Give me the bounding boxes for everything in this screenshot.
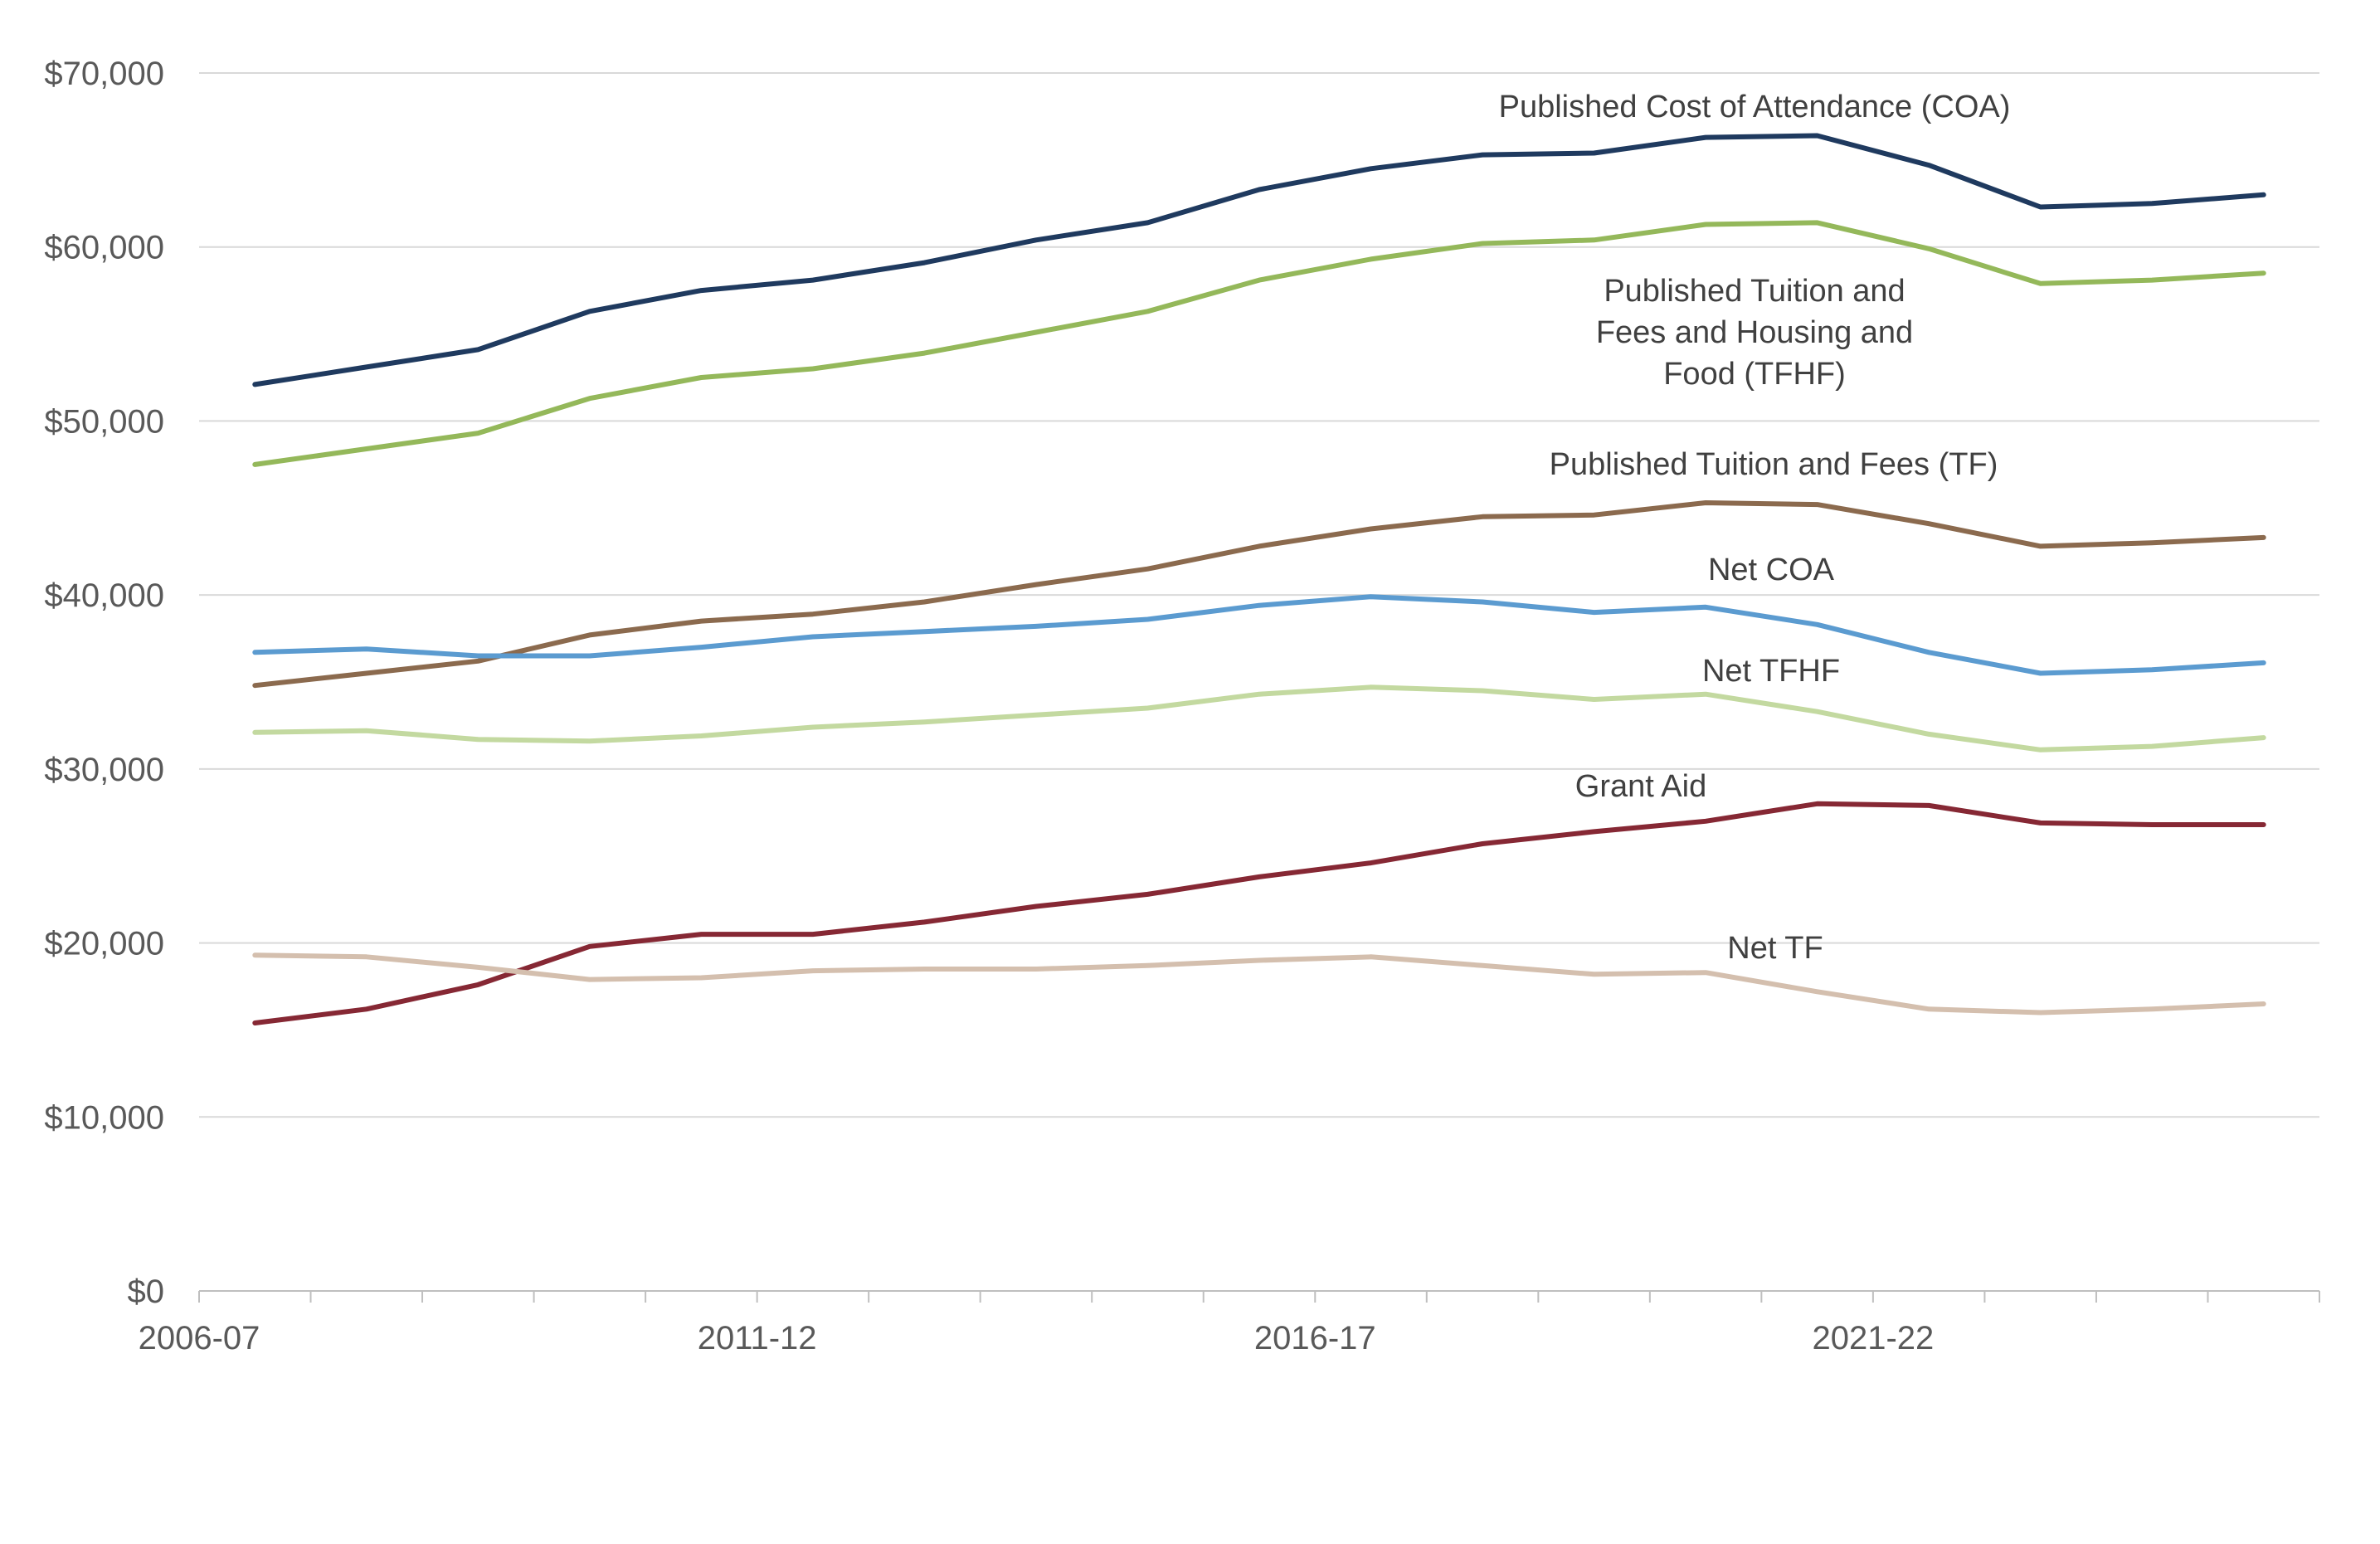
series-label-line: Net COA <box>1708 553 1835 587</box>
series-line-net-tf <box>252 952 2266 1016</box>
series-label-line: Net TF <box>1727 931 1823 966</box>
series-line-published-tuition-and-fees-tf <box>252 500 2266 689</box>
series-label-line: Published Cost of Attendance (COA) <box>1499 90 2011 124</box>
x-tick-label: 2021-22 <box>1812 1320 1934 1356</box>
series-label-line: Grant Aid <box>1575 769 1706 804</box>
y-tick-label: $60,000 <box>44 230 164 266</box>
y-tick-label: $40,000 <box>44 577 164 614</box>
series-line-grant-aid <box>252 801 2266 1025</box>
series-label-line: Net TFHF <box>1702 654 1840 689</box>
x-tick-label: 2011-12 <box>698 1320 817 1356</box>
series-label-net-tf: Net TF <box>1727 931 1823 966</box>
series-label-published-tuition-and-fees-tf: Published Tuition and Fees (TF) <box>1550 447 1998 482</box>
series-line-published-tuition-and-fees-and-housing-and-food-tfhf <box>252 220 2266 467</box>
gridlines <box>199 72 2319 1118</box>
series-lines <box>252 133 2266 1025</box>
y-tick-label: $30,000 <box>44 752 164 788</box>
series-label-net-tfhf: Net TFHF <box>1702 654 1840 689</box>
series-label-line: Fees and Housing and <box>1596 315 1913 350</box>
series-label-line: Food (TFHF) <box>1663 357 1846 392</box>
x-axis-tick-labels: 2006-07 2011-12 2016-17 2021-22 <box>139 1320 1935 1356</box>
y-tick-label: $20,000 <box>44 926 164 962</box>
series-label-grant-aid: Grant Aid <box>1575 769 1706 804</box>
series-label-net-coa: Net COA <box>1708 553 1835 587</box>
series-label-line: Published Tuition and <box>1604 274 1905 309</box>
y-tick-label: $50,000 <box>44 403 164 440</box>
series-labels: Published Cost of Attendance (COA) Publis… <box>1499 90 2011 966</box>
series-line-published-cost-of-attendance-coa <box>252 133 2266 387</box>
series-line-net-coa <box>252 594 2266 676</box>
x-tick-label: 2006-07 <box>139 1320 260 1356</box>
series-label-line: Published Tuition and Fees (TF) <box>1550 447 1998 482</box>
series-label-published-cost-of-attendance-coa: Published Cost of Attendance (COA) <box>1499 90 2011 124</box>
y-tick-label: $70,000 <box>44 56 164 92</box>
series-label-published-tuition-and-fees-and-housing-and-food-tfhf: Published Tuition and Fees and Housing an… <box>1596 274 1913 392</box>
x-axis <box>198 1290 2320 1303</box>
y-axis-tick-labels: $0 $10,000 $20,000 $30,000 $40,000 $50,000 $60… <box>44 56 164 1310</box>
x-tick-label: 2016-17 <box>1254 1320 1376 1356</box>
y-tick-label: $10,000 <box>44 1099 164 1136</box>
series-line-net-tfhf <box>252 684 2266 753</box>
y-tick-label: $0 <box>128 1274 165 1310</box>
